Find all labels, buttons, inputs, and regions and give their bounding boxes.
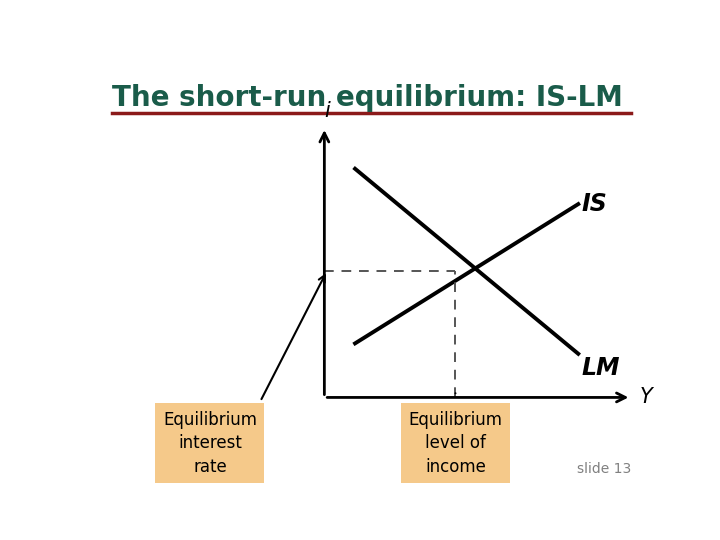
- Text: The short-run equilibrium: IS-LM: The short-run equilibrium: IS-LM: [112, 84, 624, 112]
- Text: Y: Y: [639, 387, 652, 408]
- Text: LM: LM: [581, 356, 619, 380]
- Text: IS: IS: [581, 192, 607, 216]
- Text: Equilibrium
level of
income: Equilibrium level of income: [408, 410, 503, 476]
- Text: i: i: [324, 101, 330, 121]
- Text: slide 13: slide 13: [577, 462, 631, 476]
- Text: Equilibrium
interest
rate: Equilibrium interest rate: [163, 410, 257, 476]
